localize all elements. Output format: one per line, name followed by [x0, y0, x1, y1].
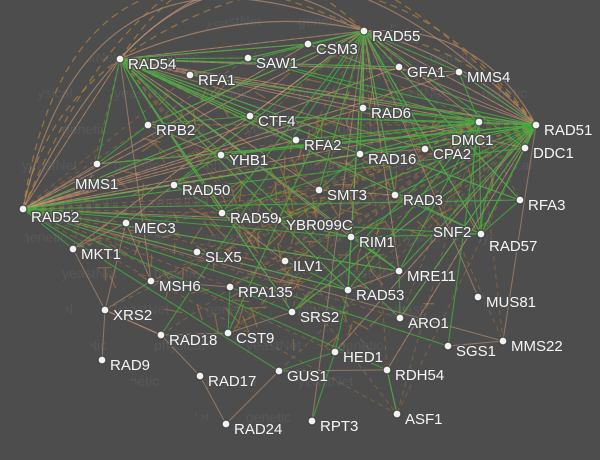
svg-text:CST9: CST9 [236, 330, 274, 347]
svg-text:RAD18: RAD18 [169, 332, 217, 349]
svg-text:CSM3: CSM3 [316, 41, 358, 58]
svg-text:SRS2: SRS2 [300, 309, 339, 326]
svg-text:ARO1: ARO1 [408, 315, 449, 332]
svg-text:MKT1: MKT1 [81, 246, 121, 263]
svg-text:SMT3: SMT3 [327, 187, 367, 204]
svg-text:GFA1: GFA1 [407, 64, 445, 81]
svg-text:RFA1: RFA1 [198, 72, 236, 89]
svg-text:RAD54: RAD54 [128, 56, 176, 73]
svg-text:RPT3: RPT3 [320, 418, 358, 435]
svg-text:MMS1: MMS1 [75, 176, 118, 193]
svg-text:RPA135: RPA135 [238, 284, 293, 301]
svg-text:RAD17: RAD17 [208, 373, 256, 390]
svg-text:RDH54: RDH54 [395, 367, 444, 384]
svg-text:SAW1: SAW1 [256, 55, 298, 72]
svg-text:RIM1: RIM1 [359, 234, 395, 251]
svg-text:RFA2: RFA2 [304, 137, 342, 154]
svg-text:RAD3: RAD3 [403, 192, 443, 209]
svg-text:RAD16: RAD16 [368, 151, 416, 168]
svg-text:YHB1: YHB1 [229, 152, 268, 169]
svg-text:RAD52: RAD52 [31, 209, 79, 226]
svg-text:MUS81: MUS81 [486, 294, 536, 311]
svg-text:GUS1: GUS1 [287, 368, 328, 385]
svg-text:RAD50: RAD50 [182, 182, 230, 199]
svg-text:SNF2: SNF2 [433, 224, 471, 241]
svg-text:MMS4: MMS4 [467, 69, 510, 86]
svg-text:HED1: HED1 [343, 349, 383, 366]
svg-text:RPB2: RPB2 [156, 122, 195, 139]
svg-text:RAD57: RAD57 [489, 238, 537, 255]
svg-text:SLX5: SLX5 [205, 249, 242, 266]
svg-text:RAD9: RAD9 [110, 357, 150, 374]
svg-text:SGS1: SGS1 [456, 343, 496, 360]
svg-text:RAD51: RAD51 [544, 122, 592, 139]
svg-text:RAD55: RAD55 [372, 28, 420, 45]
svg-text:MMS22: MMS22 [511, 338, 563, 355]
svg-text:RAD59: RAD59 [230, 210, 278, 227]
svg-text:ASF1: ASF1 [405, 411, 443, 428]
svg-text:MRE11: MRE11 [407, 268, 456, 285]
svg-text:RFA3: RFA3 [528, 197, 566, 214]
svg-text:YBR099C: YBR099C [286, 217, 353, 234]
svg-text:DMC1: DMC1 [451, 132, 494, 149]
svg-text:RAD24: RAD24 [234, 421, 282, 438]
svg-text:RAD53: RAD53 [356, 287, 404, 304]
svg-text:MSH6: MSH6 [159, 278, 201, 295]
svg-text:XRS2: XRS2 [113, 307, 152, 324]
svg-text:ILV1: ILV1 [293, 258, 323, 275]
svg-text:MEC3: MEC3 [134, 220, 176, 237]
svg-text:CTF4: CTF4 [258, 113, 296, 130]
svg-text:RAD6: RAD6 [371, 105, 411, 122]
svg-text:DDC1: DDC1 [533, 145, 574, 162]
